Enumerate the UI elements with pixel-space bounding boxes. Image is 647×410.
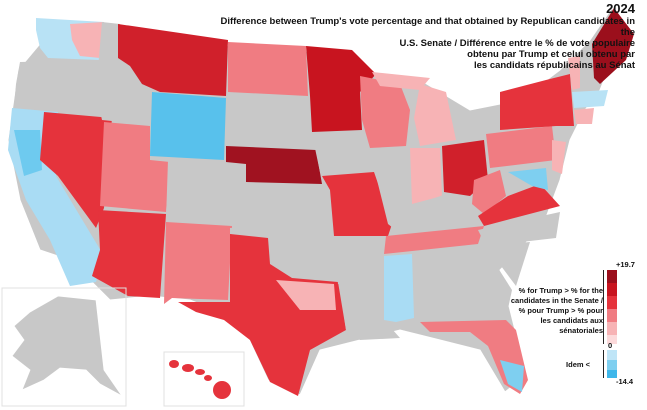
legend-positive-text: % for Trump > % for the candidates in th…	[510, 286, 603, 335]
state-ak	[11, 295, 123, 397]
state-ms	[384, 254, 414, 322]
legend-bar-neg-3	[607, 370, 617, 378]
state-nm	[164, 222, 232, 304]
state-fl	[420, 320, 528, 394]
state-tx	[178, 234, 346, 396]
state-sc	[486, 242, 530, 286]
legend-min-label: -14.4	[616, 377, 634, 386]
state-nc	[478, 212, 560, 246]
state-ks	[246, 184, 330, 228]
hawaii-inset-frame	[163, 351, 245, 407]
state-mt	[118, 24, 228, 96]
legend-bar-pos-4	[607, 309, 617, 322]
state-ny	[500, 74, 574, 130]
state-il	[372, 148, 414, 232]
legend-bar-pos-1	[607, 270, 617, 283]
state-md	[508, 168, 548, 190]
state-nd	[228, 42, 308, 96]
map-title-line-4: les candidats républicains au Sénat	[473, 60, 635, 71]
legend-bracket-negative	[603, 350, 609, 378]
state-wi	[360, 76, 410, 148]
state-nh	[580, 50, 594, 90]
state-wy	[150, 92, 226, 160]
legend-bar-pos-5	[607, 322, 617, 335]
legend-zero-label: 0	[608, 341, 613, 350]
alaska-inset-frame	[1, 287, 127, 407]
legend-bar-pos-6	[607, 335, 617, 344]
state-ne	[226, 146, 322, 184]
state-tn	[384, 226, 484, 254]
state-ar	[334, 240, 388, 286]
state-co	[166, 160, 248, 224]
state-nj	[552, 140, 566, 174]
state-va	[478, 184, 560, 226]
state-ia	[312, 134, 374, 172]
state-pa	[486, 126, 556, 168]
state-ga	[448, 246, 512, 318]
state-al	[414, 250, 458, 320]
state-id	[96, 22, 142, 124]
state-mn	[306, 46, 376, 132]
state-ky	[396, 194, 478, 230]
state-wa-red	[70, 22, 104, 58]
state-ct	[574, 108, 594, 124]
state-vt	[568, 56, 580, 90]
state-ok	[230, 228, 336, 278]
state-az	[92, 210, 166, 298]
state-or	[14, 60, 100, 112]
title-block: 2024 Difference between Trump's vote per…	[215, 1, 635, 72]
state-in	[410, 148, 442, 204]
state-tx-light	[276, 280, 336, 310]
state-ca-blue	[14, 130, 42, 176]
state-hi	[169, 360, 231, 399]
legend-bar-pos-3	[607, 296, 617, 309]
legend-negative-text: Idem <	[566, 360, 590, 369]
state-mi	[414, 84, 456, 146]
map-title-year: 2024	[606, 1, 635, 16]
state-wv	[472, 170, 506, 214]
state-ut	[100, 122, 170, 212]
state-mo	[322, 172, 392, 236]
state-mi-up	[372, 72, 430, 90]
legend-max-label: +19.7	[616, 260, 635, 269]
state-la	[340, 288, 400, 340]
state-ma	[572, 90, 608, 108]
state-sd	[226, 96, 310, 148]
state-nv	[40, 112, 112, 228]
legend-bar-pos-2	[607, 283, 617, 296]
legend-bar-neg-1	[607, 350, 617, 360]
legend-bar-neg-2	[607, 360, 617, 370]
state-me	[592, 8, 634, 84]
legend-bracket-positive	[603, 270, 609, 344]
map-title-line-1: Difference between Trump's vote percenta…	[220, 16, 635, 38]
legend: % for Trump > % for the candidates in th…	[510, 258, 645, 388]
state-fl-south	[500, 360, 524, 392]
map-title-line-2: U.S. Senate / Différence entre le % de v…	[399, 38, 635, 49]
map-title-line-3: obtenu par Trump et celui obtenu par	[467, 49, 635, 60]
